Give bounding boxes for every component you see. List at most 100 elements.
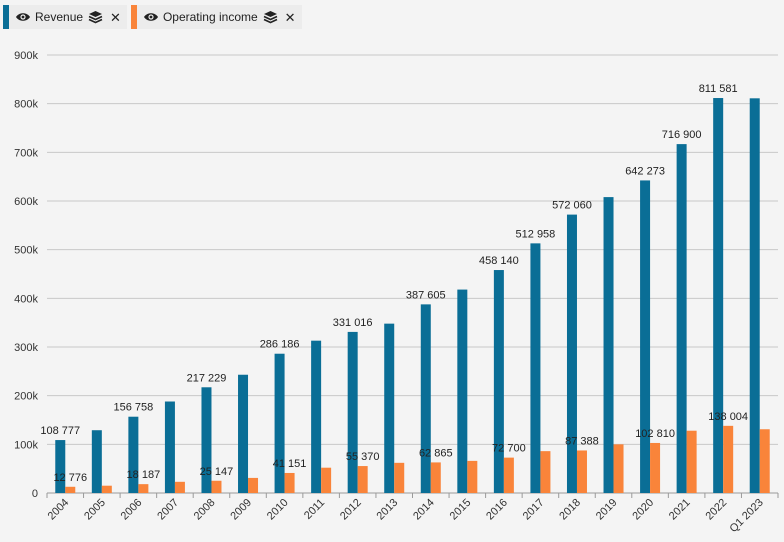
- x-tick-label: 2015: [448, 497, 474, 523]
- x-tick-label: 2007: [155, 497, 181, 523]
- bar-revenue: [420, 304, 431, 493]
- bar-revenue: [530, 243, 541, 493]
- x-tick-label: 2005: [82, 497, 108, 523]
- data-label-operating-income: 55 370: [346, 451, 380, 463]
- layers-icon[interactable]: [88, 10, 103, 25]
- x-tick-label: 2008: [192, 497, 218, 523]
- bar-operating-income: [503, 457, 514, 493]
- bar-operating-income: [686, 430, 697, 493]
- bar-revenue: [274, 353, 285, 493]
- bar-revenue: [91, 430, 102, 493]
- bar-revenue: [311, 340, 322, 493]
- data-label-revenue: 108 777: [40, 425, 80, 437]
- bar-revenue: [603, 197, 614, 493]
- y-tick-label: 400k: [14, 293, 38, 305]
- bar-operating-income: [211, 480, 222, 493]
- bar-revenue: [749, 98, 760, 494]
- x-tick-label: 2016: [484, 497, 510, 523]
- bar-operating-income: [321, 467, 332, 493]
- data-label-operating-income: 72 700: [492, 443, 526, 455]
- data-label-operating-income: 25 147: [200, 466, 234, 478]
- data-label-operating-income: 102 810: [635, 428, 675, 440]
- x-tick-label: 2014: [411, 497, 437, 523]
- x-tick-label: 2018: [557, 497, 583, 523]
- bar-operating-income: [467, 460, 478, 493]
- y-tick-label: 800k: [14, 99, 38, 111]
- data-label-revenue: 156 758: [113, 402, 153, 414]
- bar-revenue: [713, 98, 724, 493]
- bar-revenue: [201, 387, 212, 493]
- bar-revenue: [566, 214, 577, 493]
- y-tick-label: 700k: [14, 147, 38, 159]
- data-label-revenue: 572 060: [552, 200, 592, 212]
- bar-revenue: [676, 144, 687, 493]
- bar-revenue: [457, 289, 468, 493]
- data-label-revenue: 286 186: [260, 339, 300, 351]
- layers-icon[interactable]: [263, 10, 278, 25]
- legend: Revenue ✕ Operating income ✕: [3, 5, 302, 29]
- close-icon[interactable]: ✕: [284, 9, 296, 25]
- bar-operating-income: [357, 466, 368, 493]
- y-tick-label: 600k: [14, 196, 38, 208]
- data-label-revenue: 331 016: [333, 317, 373, 329]
- legend-chip-revenue[interactable]: Revenue ✕: [3, 5, 127, 29]
- bar-operating-income: [430, 462, 441, 493]
- data-label-revenue: 387 605: [406, 289, 446, 301]
- bar-operating-income: [613, 444, 624, 493]
- x-tick-label: 2006: [119, 497, 145, 523]
- x-tick-label: 2019: [594, 497, 620, 523]
- x-tick-label: 2020: [630, 497, 656, 523]
- x-tick-label: 2004: [46, 497, 72, 523]
- bar-operating-income: [650, 442, 661, 493]
- legend-label-revenue: Revenue: [35, 10, 84, 24]
- bar-operating-income: [101, 485, 112, 493]
- data-label-revenue: 716 900: [662, 129, 702, 141]
- data-label-operating-income: 12 776: [53, 472, 87, 484]
- bar-operating-income: [759, 429, 770, 493]
- legend-chip-operating-income[interactable]: Operating income ✕: [130, 5, 302, 29]
- data-label-operating-income: 18 187: [127, 469, 161, 481]
- bar-revenue: [164, 401, 175, 493]
- bar-operating-income: [174, 481, 185, 493]
- data-label-revenue: 642 273: [625, 165, 665, 177]
- bar-revenue: [55, 440, 66, 493]
- x-tick-label: Q1 2023: [728, 497, 766, 535]
- y-tick-label: 500k: [14, 245, 38, 257]
- eye-icon[interactable]: [143, 11, 159, 23]
- data-label-operating-income: 138 004: [708, 411, 748, 423]
- data-label-revenue: 512 958: [516, 228, 556, 240]
- x-tick-label: 2013: [375, 497, 401, 523]
- y-tick-label: 300k: [14, 342, 38, 354]
- data-label-operating-income: 62 865: [419, 447, 453, 459]
- x-tick-label: 2012: [338, 497, 364, 523]
- y-tick-label: 200k: [14, 391, 38, 403]
- data-label-revenue: 458 140: [479, 255, 519, 267]
- bar-revenue: [493, 270, 504, 493]
- y-tick-label: 100k: [14, 439, 38, 451]
- bar-operating-income: [394, 462, 405, 493]
- y-tick-label: 900k: [14, 50, 38, 62]
- close-icon[interactable]: ✕: [110, 9, 121, 25]
- x-tick-label: 2017: [521, 497, 547, 523]
- eye-icon[interactable]: [15, 11, 31, 23]
- bar-operating-income: [540, 451, 551, 493]
- bar-operating-income: [138, 484, 149, 493]
- x-tick-label: 2022: [703, 497, 729, 523]
- bar-revenue: [128, 416, 139, 493]
- x-tick-label: 2021: [667, 497, 693, 523]
- legend-label-operating-income: Operating income: [162, 10, 258, 24]
- bar-revenue: [238, 374, 249, 493]
- bar-operating-income: [723, 425, 734, 493]
- y-tick-label: 0: [32, 488, 38, 500]
- bar-operating-income: [576, 450, 587, 493]
- bar-revenue: [384, 323, 395, 493]
- data-label-revenue: 217 229: [187, 372, 227, 384]
- bar-operating-income: [248, 477, 259, 493]
- x-tick-label: 2009: [228, 497, 254, 523]
- bar-revenue: [347, 331, 358, 493]
- legend-swatch-revenue: [3, 5, 9, 29]
- legend-swatch-operating-income: [130, 5, 137, 29]
- data-label-operating-income: 87 388: [565, 435, 599, 447]
- x-tick-label: 2011: [302, 497, 327, 522]
